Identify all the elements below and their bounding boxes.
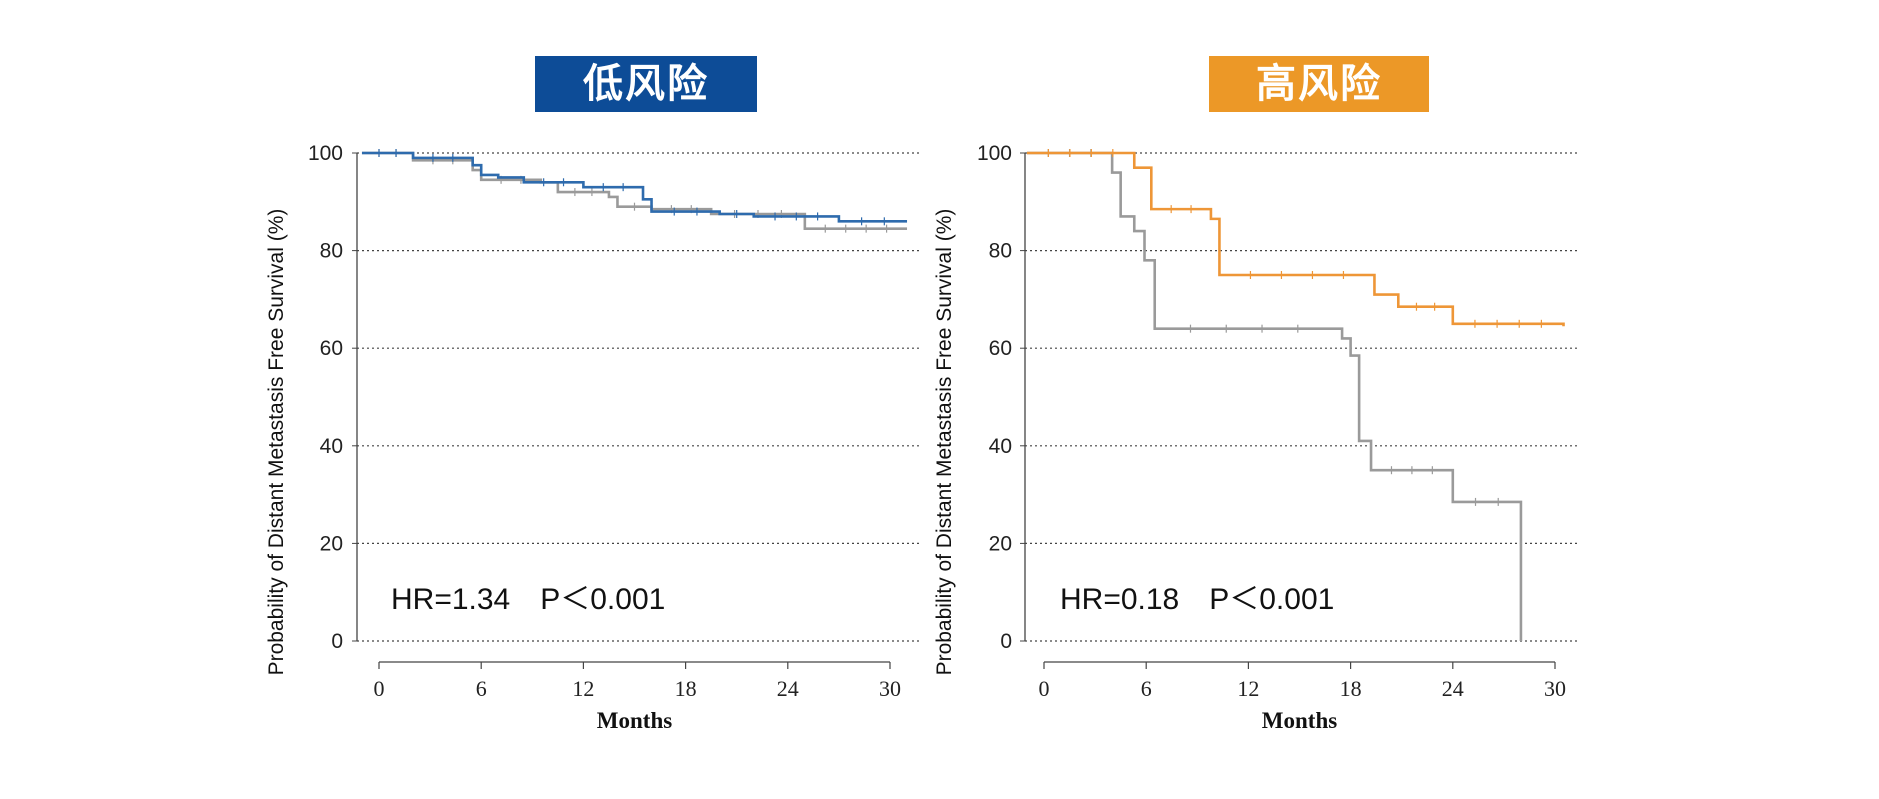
x-axis-label: Months (1262, 708, 1337, 733)
x-tick-label: 24 (1442, 676, 1464, 701)
survival-curve-1 (1026, 151, 1523, 641)
survival-curve-2 (1026, 151, 1565, 327)
x-tick-label: 0 (374, 676, 385, 701)
high-risk-title: 高风险 (1209, 56, 1429, 112)
x-axis-label: Months (597, 708, 672, 733)
y-tick-label: 100 (308, 142, 343, 165)
y-tick-label: 20 (320, 532, 343, 555)
y-axis-label: Probability of Distant Metastasis Free S… (265, 209, 288, 676)
x-tick-label: 24 (777, 676, 799, 701)
y-tick-label: 80 (989, 240, 1012, 263)
x-tick-label: 30 (879, 676, 901, 701)
x-tick-label: 12 (572, 676, 594, 701)
y-tick-label: 40 (320, 435, 343, 458)
x-tick-label: 6 (1141, 676, 1152, 701)
x-tick-label: 12 (1237, 676, 1259, 701)
y-tick-label: 20 (989, 532, 1012, 555)
x-tick-label: 30 (1544, 676, 1566, 701)
y-tick-label: 60 (989, 337, 1012, 360)
y-tick-label: 0 (331, 630, 343, 653)
x-tick-label: 6 (476, 676, 487, 701)
y-axis-label: Probability of Distant Metastasis Free S… (933, 209, 956, 676)
hazard-ratio-annotation: HR=1.34 P＜0.001 (391, 583, 665, 616)
low-risk-title: 低风险 (535, 56, 757, 112)
y-tick-label: 80 (320, 240, 343, 263)
y-tick-label: 60 (320, 337, 343, 360)
x-tick-label: 18 (675, 676, 697, 701)
hazard-ratio-annotation: HR=0.18 P＜0.001 (1060, 583, 1334, 616)
y-tick-label: 100 (977, 142, 1012, 165)
x-tick-label: 18 (1340, 676, 1362, 701)
x-tick-label: 0 (1039, 676, 1050, 701)
y-tick-label: 0 (1000, 630, 1012, 653)
y-tick-label: 40 (989, 435, 1012, 458)
survival-curve-2 (361, 151, 908, 223)
